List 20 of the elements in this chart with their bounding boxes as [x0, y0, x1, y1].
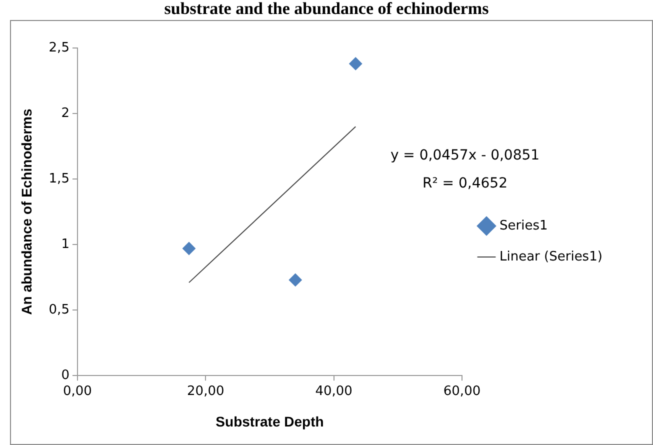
y-tick-label: 2 — [61, 106, 70, 121]
x-tick-label: 0,00 — [63, 384, 92, 399]
y-tick-label: 0,5 — [48, 302, 70, 318]
point — [182, 242, 196, 255]
y-tick-label: 1 — [61, 236, 70, 252]
point — [349, 57, 362, 70]
y-tick-label: 0 — [61, 368, 70, 383]
point — [288, 273, 302, 286]
annotation: y = 0,0457x - 0,0851 — [390, 148, 540, 164]
y-axis-title: An abundance of Echinoderms — [18, 108, 34, 315]
legend-label: Series1 — [500, 218, 548, 234]
x-tick-label: 40,00 — [315, 384, 352, 399]
legend-label: Linear (Series1) — [500, 249, 602, 264]
y-tick-label: 2,5 — [48, 40, 70, 56]
chart-title: substrate and the abundance of echinoderms — [163, 0, 490, 19]
annotation: R² = 0,4652 — [422, 176, 508, 192]
y-tick-label: 1,5 — [48, 171, 70, 186]
x-tick-label: 20,00 — [187, 384, 224, 399]
x-axis-title: Substrate Depth — [216, 413, 324, 430]
x-tick-label: 60,00 — [443, 384, 481, 399]
